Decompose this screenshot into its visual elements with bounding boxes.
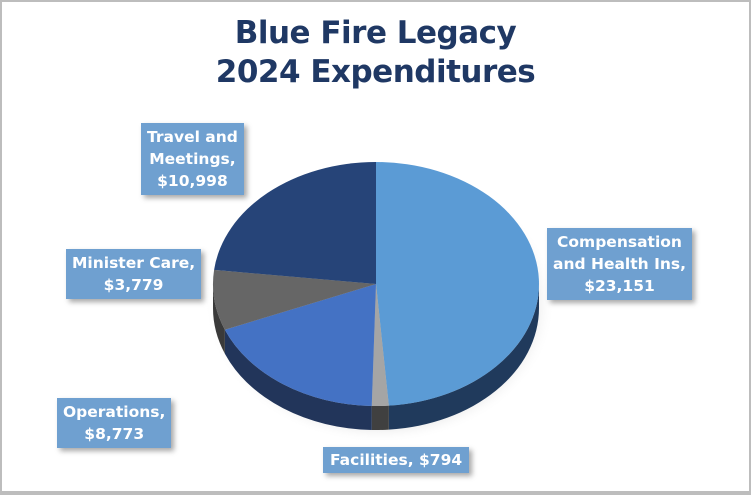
pie-side-2	[224, 329, 372, 430]
label-travel-meetings: Travel and Meetings, $10,998	[141, 123, 244, 195]
label-value: $10,998	[157, 172, 228, 190]
pie-slice-3	[213, 269, 376, 330]
pie-slice-2	[224, 284, 376, 406]
chart-title: Blue Fire Legacy 2024 Expenditures	[0, 14, 751, 92]
label-compensation: Compensation and Health Ins, $23,151	[547, 228, 692, 300]
chart-title-line-2: 2024 Expenditures	[215, 54, 536, 90]
label-value: $23,151	[584, 277, 655, 295]
label-text: and Health Ins,	[553, 255, 686, 273]
label-text: Minister Care,	[72, 254, 196, 272]
chart-title-line-1: Blue Fire Legacy	[234, 15, 517, 51]
pie-slice-4	[214, 162, 376, 284]
label-text: Compensation	[557, 233, 682, 251]
label-text: Operations,	[63, 403, 166, 421]
pie-side-walls	[213, 284, 539, 430]
pie-slice-0	[376, 162, 539, 406]
label-value: $3,779	[103, 276, 164, 294]
pie-side-3	[213, 284, 225, 354]
label-text: Facilities, $794	[330, 451, 463, 469]
label-text: Travel and	[147, 128, 238, 146]
label-minister-care: Minister Care, $3,779	[66, 249, 202, 299]
label-text: Meetings,	[149, 150, 236, 168]
pie-side-0	[388, 284, 539, 430]
label-operations: Operations, $8,773	[57, 398, 172, 448]
pie-slices	[213, 162, 539, 406]
label-value: $8,773	[84, 425, 145, 443]
label-facilities: Facilities, $794	[323, 447, 470, 473]
pie-side-1	[371, 405, 389, 430]
pie-slice-1	[371, 284, 389, 406]
